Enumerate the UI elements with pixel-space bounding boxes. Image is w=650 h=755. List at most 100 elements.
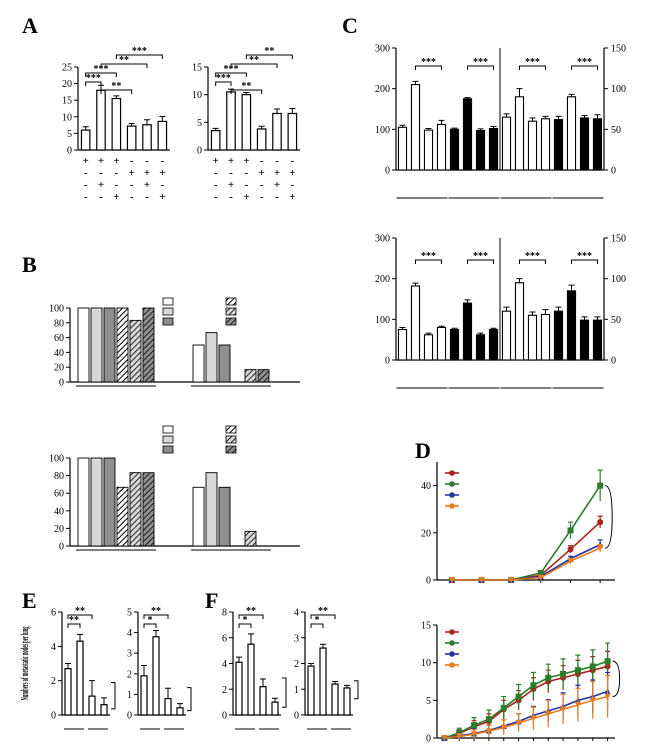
significance-bracket bbox=[282, 677, 287, 708]
error-bar bbox=[98, 84, 104, 91]
panel-label-d: D bbox=[415, 438, 431, 463]
data-point bbox=[478, 577, 485, 584]
sign-label: - bbox=[130, 191, 134, 203]
y2-tick-label: 150 bbox=[611, 234, 626, 245]
sign-label: + bbox=[228, 179, 234, 191]
legend-swatch bbox=[162, 317, 174, 326]
significance-bracket bbox=[215, 81, 232, 86]
y-tick-label: 6 bbox=[51, 608, 56, 619]
bar bbox=[527, 120, 538, 171]
bar bbox=[157, 120, 168, 151]
sign-label: - bbox=[244, 179, 248, 191]
bar bbox=[90, 307, 103, 383]
bar bbox=[205, 472, 218, 547]
significance-label: ** bbox=[111, 81, 121, 92]
sign-label: - bbox=[145, 155, 149, 167]
y-tick-label: 1 bbox=[294, 685, 299, 696]
error-bar bbox=[568, 284, 575, 291]
significance-label: *** bbox=[525, 57, 540, 68]
panel-label-f: F bbox=[205, 588, 218, 613]
data-point bbox=[597, 545, 604, 552]
legend-marker bbox=[449, 470, 455, 476]
bar bbox=[579, 117, 590, 171]
significance-bracket bbox=[111, 682, 116, 710]
data-point bbox=[456, 733, 463, 740]
bar bbox=[129, 472, 142, 547]
bar bbox=[129, 319, 142, 383]
error-bar bbox=[77, 633, 83, 642]
significance-label: ** bbox=[119, 55, 129, 66]
sign-label: - bbox=[84, 191, 88, 203]
y-tick-label: 10 bbox=[192, 90, 202, 101]
significance-bracket bbox=[415, 65, 442, 70]
data-point bbox=[500, 724, 507, 731]
significance-label: *** bbox=[421, 251, 436, 262]
sign-label: - bbox=[290, 155, 294, 167]
significance-label: *** bbox=[577, 251, 592, 262]
significance-label: * bbox=[148, 615, 153, 626]
y-tick-label: 4 bbox=[222, 659, 227, 670]
data-point bbox=[574, 667, 581, 674]
bar bbox=[514, 282, 525, 361]
error-bar bbox=[399, 326, 406, 330]
sign-label: + bbox=[159, 191, 165, 203]
chart-e-m2m: 0 2 4 6 Numbers of metastatic nodes per lung… bbox=[20, 606, 116, 730]
sign-label: - bbox=[260, 191, 264, 203]
data-point bbox=[597, 519, 604, 526]
error-bar bbox=[243, 91, 250, 95]
significance-bracket bbox=[115, 54, 163, 59]
bar bbox=[247, 643, 255, 716]
y-tick-label: 4 bbox=[51, 642, 56, 653]
legend-swatch bbox=[225, 425, 237, 434]
y-tick-label: 1 bbox=[127, 690, 132, 701]
bar bbox=[88, 695, 96, 716]
sign-label: - bbox=[130, 179, 134, 191]
significance-label: *** bbox=[86, 73, 101, 84]
error-bar bbox=[289, 108, 296, 114]
data-point bbox=[567, 546, 574, 553]
error-bar bbox=[412, 80, 419, 85]
y-tick-label: 0 bbox=[426, 576, 431, 587]
significance-label: *** bbox=[473, 57, 488, 68]
sign-label: - bbox=[99, 191, 103, 203]
data-point bbox=[515, 693, 522, 700]
legend-swatch bbox=[225, 445, 237, 454]
significance-label: *** bbox=[577, 57, 592, 68]
y-tick-label: 20 bbox=[54, 363, 64, 374]
y2-tick-label: 50 bbox=[611, 125, 621, 136]
sign-label: + bbox=[274, 167, 280, 179]
error-bar bbox=[412, 282, 419, 286]
chart-c-m2m: 0 100 200 300 0 50 100 150 *** *** *** *** bbox=[375, 44, 626, 199]
error-bar bbox=[503, 306, 510, 312]
legend-marker bbox=[449, 492, 455, 498]
bar bbox=[307, 665, 315, 716]
error-bar bbox=[451, 127, 458, 130]
sign-label: + bbox=[144, 179, 150, 191]
bar bbox=[527, 314, 538, 361]
y-tick-label: 2 bbox=[51, 676, 56, 687]
y-tick-label: 10 bbox=[62, 112, 72, 123]
y2-tick-label: 0 bbox=[611, 166, 616, 177]
y-tick-label: 100 bbox=[49, 454, 64, 465]
data-point bbox=[567, 558, 574, 565]
bar bbox=[76, 640, 84, 716]
significance-bracket bbox=[230, 89, 263, 94]
bar bbox=[540, 313, 551, 361]
series-line bbox=[451, 547, 601, 581]
legend-swatch bbox=[225, 317, 237, 326]
error-bar bbox=[101, 697, 107, 705]
significance-label: ** bbox=[246, 606, 256, 617]
bar bbox=[423, 334, 434, 361]
sign-label: - bbox=[84, 179, 88, 191]
bar bbox=[553, 310, 564, 361]
error-bar bbox=[320, 643, 326, 649]
bar bbox=[579, 319, 590, 361]
significance-bracket bbox=[238, 623, 252, 628]
bar bbox=[397, 126, 408, 171]
y-tick-label: 8 bbox=[222, 608, 227, 619]
error-bar bbox=[477, 332, 484, 335]
significance-label: *** bbox=[224, 64, 239, 75]
y-tick-label: 40 bbox=[54, 506, 64, 517]
sign-label: + bbox=[83, 155, 89, 167]
